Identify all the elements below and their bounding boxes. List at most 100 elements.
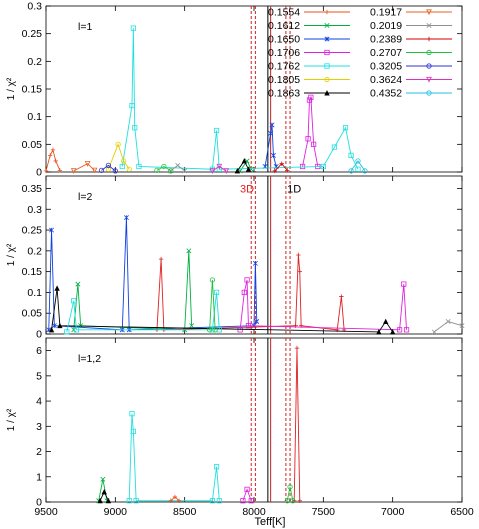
series-0.1612	[71, 248, 195, 333]
data-point	[241, 289, 247, 296]
data-point	[216, 163, 223, 170]
data-point	[355, 158, 361, 164]
series-line	[45, 148, 61, 172]
panel-l2: 0 0.05 0.1 0.15 0.2 0.25 0.3 0.35 1 / χ² l=2 3D 1D	[6, 175, 465, 341]
data-point	[207, 327, 213, 333]
y-tick-label: 0.15	[22, 266, 43, 278]
data-point	[348, 152, 354, 158]
data-point	[213, 464, 220, 470]
data-point	[268, 130, 274, 136]
data-point	[234, 168, 241, 174]
data-point	[101, 489, 107, 495]
series-line	[286, 486, 294, 501]
data-point	[54, 285, 60, 291]
data-point	[306, 97, 313, 103]
data-point	[431, 329, 437, 335]
data-point	[71, 298, 77, 304]
series-0.1554	[168, 494, 182, 503]
series-0.2707	[154, 163, 174, 174]
series-line	[107, 143, 130, 170]
data-point	[248, 498, 254, 504]
series-line	[98, 479, 108, 501]
y-tick-label: 0.25	[22, 225, 43, 237]
data-point	[126, 498, 132, 504]
data-point	[50, 147, 56, 153]
data-point	[331, 144, 338, 150]
data-point	[294, 345, 300, 351]
series-line	[101, 164, 116, 172]
data-point	[272, 168, 277, 174]
series-line	[73, 163, 95, 172]
legend-marker	[324, 23, 330, 28]
series-line	[156, 254, 345, 331]
data-point	[189, 323, 195, 329]
data-point	[284, 498, 290, 504]
legend-label: 0.3205	[370, 61, 402, 73]
legend-marker	[426, 9, 432, 16]
panel-l12: 0 1 2 3 4 5 6 9500 9000 8500 8000 7500 7000 6500 1 / χ…	[6, 337, 474, 518]
data-point	[105, 166, 112, 172]
data-point	[308, 94, 314, 100]
series-line	[293, 348, 301, 501]
x-tick-label: 7000	[381, 506, 405, 518]
data-point	[223, 168, 230, 174]
series-0.1863	[234, 158, 252, 174]
data-point	[213, 127, 220, 134]
x-axis-label: Teff[K]	[255, 516, 286, 528]
legend-label: 0.1612	[268, 20, 300, 32]
data-point	[70, 168, 77, 174]
data-point	[168, 168, 174, 174]
legend-marker	[426, 23, 432, 28]
series-0.4352	[348, 158, 368, 174]
y-tick-label: 0.1	[27, 111, 42, 123]
y-tick-label: 5	[36, 370, 42, 382]
data-point	[119, 163, 125, 170]
x-tick-label: 6500	[450, 506, 474, 518]
data-point	[245, 166, 252, 172]
data-point	[98, 167, 105, 173]
data-point	[290, 498, 296, 504]
data-point	[176, 498, 182, 503]
series-line	[156, 165, 172, 172]
data-point	[269, 122, 275, 128]
series-0.1706	[299, 94, 321, 170]
data-point	[75, 281, 81, 287]
data-point	[348, 168, 354, 174]
data-point	[403, 327, 410, 333]
series-0.2707	[284, 484, 296, 504]
data-point	[396, 327, 403, 333]
y-tick-label: 0	[36, 497, 42, 509]
series-0.1762	[119, 25, 361, 172]
series-0.2019	[431, 319, 465, 335]
data-point	[130, 25, 136, 31]
y-tick-label: 0.1	[27, 287, 42, 299]
series-0.1762	[126, 411, 222, 504]
data-point	[161, 163, 167, 170]
y-axis-label: 1 / χ²	[6, 77, 17, 100]
legend-label: 0.1805	[268, 74, 300, 86]
data-point	[57, 168, 63, 173]
data-point	[297, 498, 302, 503]
x-tick-label: 8500	[173, 506, 197, 518]
legend-label: 0.1917	[370, 7, 402, 19]
data-point	[123, 215, 129, 221]
data-point	[105, 497, 112, 504]
series-0.1706	[240, 486, 254, 504]
data-point	[311, 141, 317, 147]
data-point	[209, 498, 215, 504]
data-point	[47, 153, 53, 158]
data-point	[97, 497, 103, 504]
series-line	[66, 292, 220, 333]
data-point	[342, 125, 349, 131]
data-point	[73, 327, 80, 333]
legend-label: 0.3624	[370, 74, 402, 86]
x-tick-label: 7500	[312, 506, 336, 518]
legend-marker	[426, 90, 432, 96]
data-point	[182, 168, 188, 174]
series-line	[121, 28, 359, 170]
y-tick-label: 6	[36, 345, 42, 357]
data-point	[130, 428, 136, 434]
annotation-label: 1D	[287, 183, 301, 195]
data-point	[186, 248, 192, 254]
series-line	[212, 165, 227, 172]
